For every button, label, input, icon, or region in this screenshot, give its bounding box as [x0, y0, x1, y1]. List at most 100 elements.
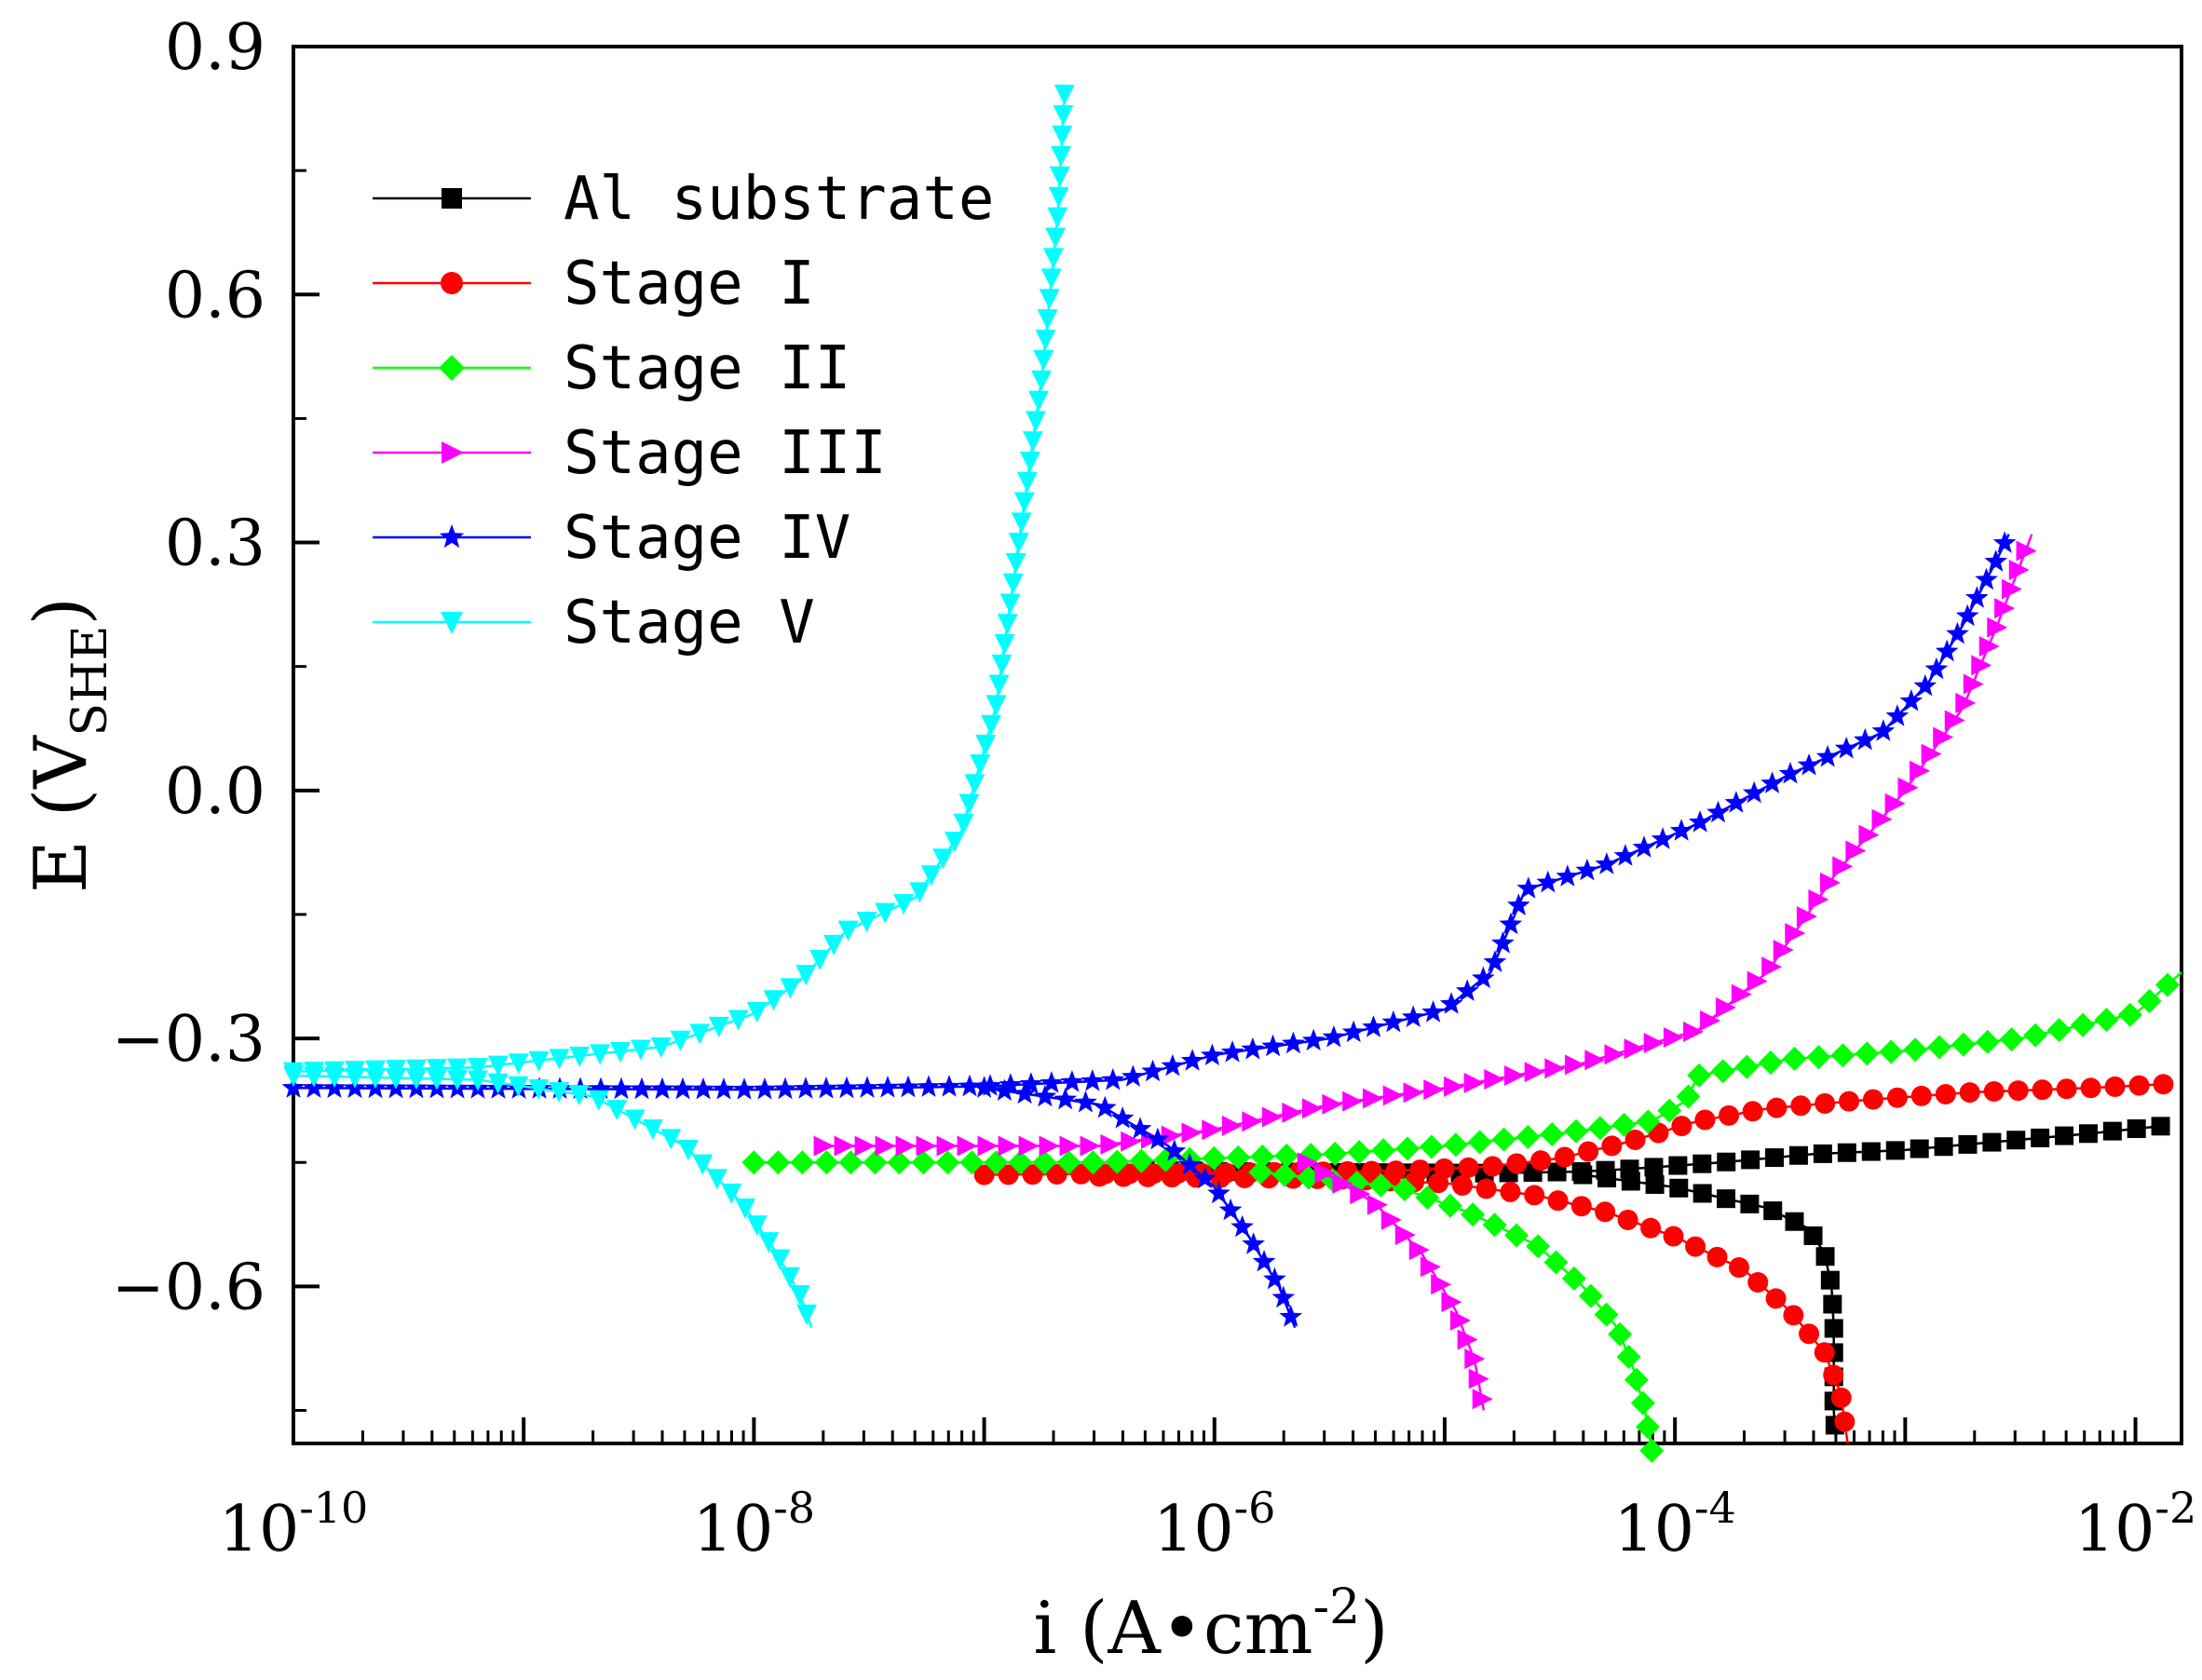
data-point: [1008, 533, 1029, 554]
series-stage-ii: [741, 971, 2182, 1463]
data-point: [1177, 1153, 1202, 1175]
data-point: [1162, 1139, 1187, 1161]
data-point: [323, 1067, 345, 1089]
data-point: [977, 1135, 999, 1157]
data-point: [1564, 1054, 1585, 1076]
data-point: [2128, 1075, 2150, 1096]
data-point: [1013, 492, 1035, 513]
data-point: [1297, 1152, 1318, 1173]
data-point: [1616, 1344, 1641, 1369]
data-point: [1663, 1226, 1684, 1247]
data-point: [1261, 1034, 1284, 1057]
data-point: [1272, 1162, 1298, 1187]
data-point: [1322, 1025, 1346, 1048]
data-point: [590, 1044, 611, 1065]
data-point: [790, 1150, 815, 1175]
data-point: [1724, 791, 1748, 813]
data-point: [281, 1076, 306, 1098]
legend-marker: [439, 355, 465, 381]
data-point: [1785, 923, 1806, 944]
data-point: [1350, 1184, 1371, 1205]
data-point: [1955, 692, 1977, 713]
data-point: [1181, 1122, 1203, 1144]
data-point: [1507, 893, 1530, 915]
data-point: [1758, 1050, 1783, 1076]
data-point: [1472, 1389, 1493, 1410]
data-point: [1617, 1209, 1638, 1230]
data-point: [1472, 966, 1495, 989]
data-point: [1040, 1071, 1064, 1093]
data-point: [528, 1078, 550, 1100]
data-point: [1651, 827, 1675, 849]
data-point: [1051, 145, 1072, 167]
series-line-anodic: [292, 534, 2010, 1091]
data-point: [508, 1053, 529, 1075]
data-point: [660, 1129, 682, 1150]
data-point: [588, 1090, 609, 1111]
data-point: [1146, 1127, 1170, 1150]
data-point: [1037, 309, 1058, 331]
data-point: [932, 848, 954, 870]
data-point: [746, 1215, 768, 1237]
data-point: [1717, 1189, 1736, 1209]
data-point: [741, 1150, 767, 1175]
data-point: [1778, 762, 1802, 784]
data-point: [1543, 1250, 1569, 1275]
x-tick-label: 10-10: [219, 1483, 369, 1566]
data-point: [1785, 1212, 1804, 1231]
series-line-anodic: [292, 88, 1067, 1073]
data-point: [1035, 330, 1056, 351]
y-tick-label: −0.3: [112, 1003, 265, 1077]
data-point: [1282, 1031, 1305, 1054]
data-point: [1423, 1079, 1445, 1101]
data-point: [1221, 1115, 1243, 1136]
data-point: [1715, 996, 1736, 1018]
data-point: [1783, 1305, 1804, 1326]
data-point: [1314, 1162, 1336, 1184]
legend-label: Stage III: [564, 419, 887, 488]
data-point: [1263, 1267, 1286, 1290]
data-point: [1668, 1156, 1688, 1175]
data-point: [1421, 1000, 1445, 1023]
data-point: [1484, 1068, 1505, 1090]
legend-item: Al substrate: [373, 165, 994, 234]
data-point: [1987, 616, 2008, 638]
data-point: [1636, 1109, 1661, 1134]
data-point: [1332, 1172, 1353, 1194]
data-point: [2023, 1023, 2048, 1048]
data-point: [1855, 1041, 1880, 1066]
data-point: [1597, 1169, 1617, 1188]
data-point: [1806, 1045, 1831, 1070]
data-point: [1101, 1068, 1125, 1091]
legend-label: Stage I: [564, 250, 815, 318]
data-point: [732, 1077, 756, 1100]
data-point: [1975, 1029, 2000, 1054]
data-point: [1796, 906, 1817, 928]
data-point: [1782, 1046, 1807, 1071]
data-point: [1371, 1138, 1396, 1163]
data-point: [1879, 1039, 1904, 1064]
data-point: [1731, 983, 1752, 1005]
data-point: [1820, 872, 1842, 893]
data-point: [1587, 1116, 1612, 1141]
data-point: [1403, 1082, 1424, 1104]
data-point: [1760, 771, 1784, 793]
data-point: [769, 1249, 791, 1270]
data-point: [1362, 1015, 1385, 1037]
data-point: [2007, 1080, 2029, 1102]
data-point: [1252, 1250, 1276, 1272]
data-point: [1573, 1165, 1593, 1185]
data-point: [1813, 1144, 1832, 1163]
data-point: [1845, 840, 1867, 861]
series-stage-i: [973, 1074, 2174, 1444]
data-point: [2046, 1018, 2072, 1043]
data-point: [991, 654, 1013, 675]
data-point: [677, 1140, 699, 1161]
data-point: [1834, 736, 1858, 759]
data-point: [1578, 1283, 1603, 1308]
data-point: [1823, 1294, 1842, 1314]
data-point: [1871, 719, 1896, 741]
data-point: [1763, 1201, 1783, 1221]
data-point: [1765, 1148, 1785, 1168]
data-point: [1463, 1072, 1485, 1093]
